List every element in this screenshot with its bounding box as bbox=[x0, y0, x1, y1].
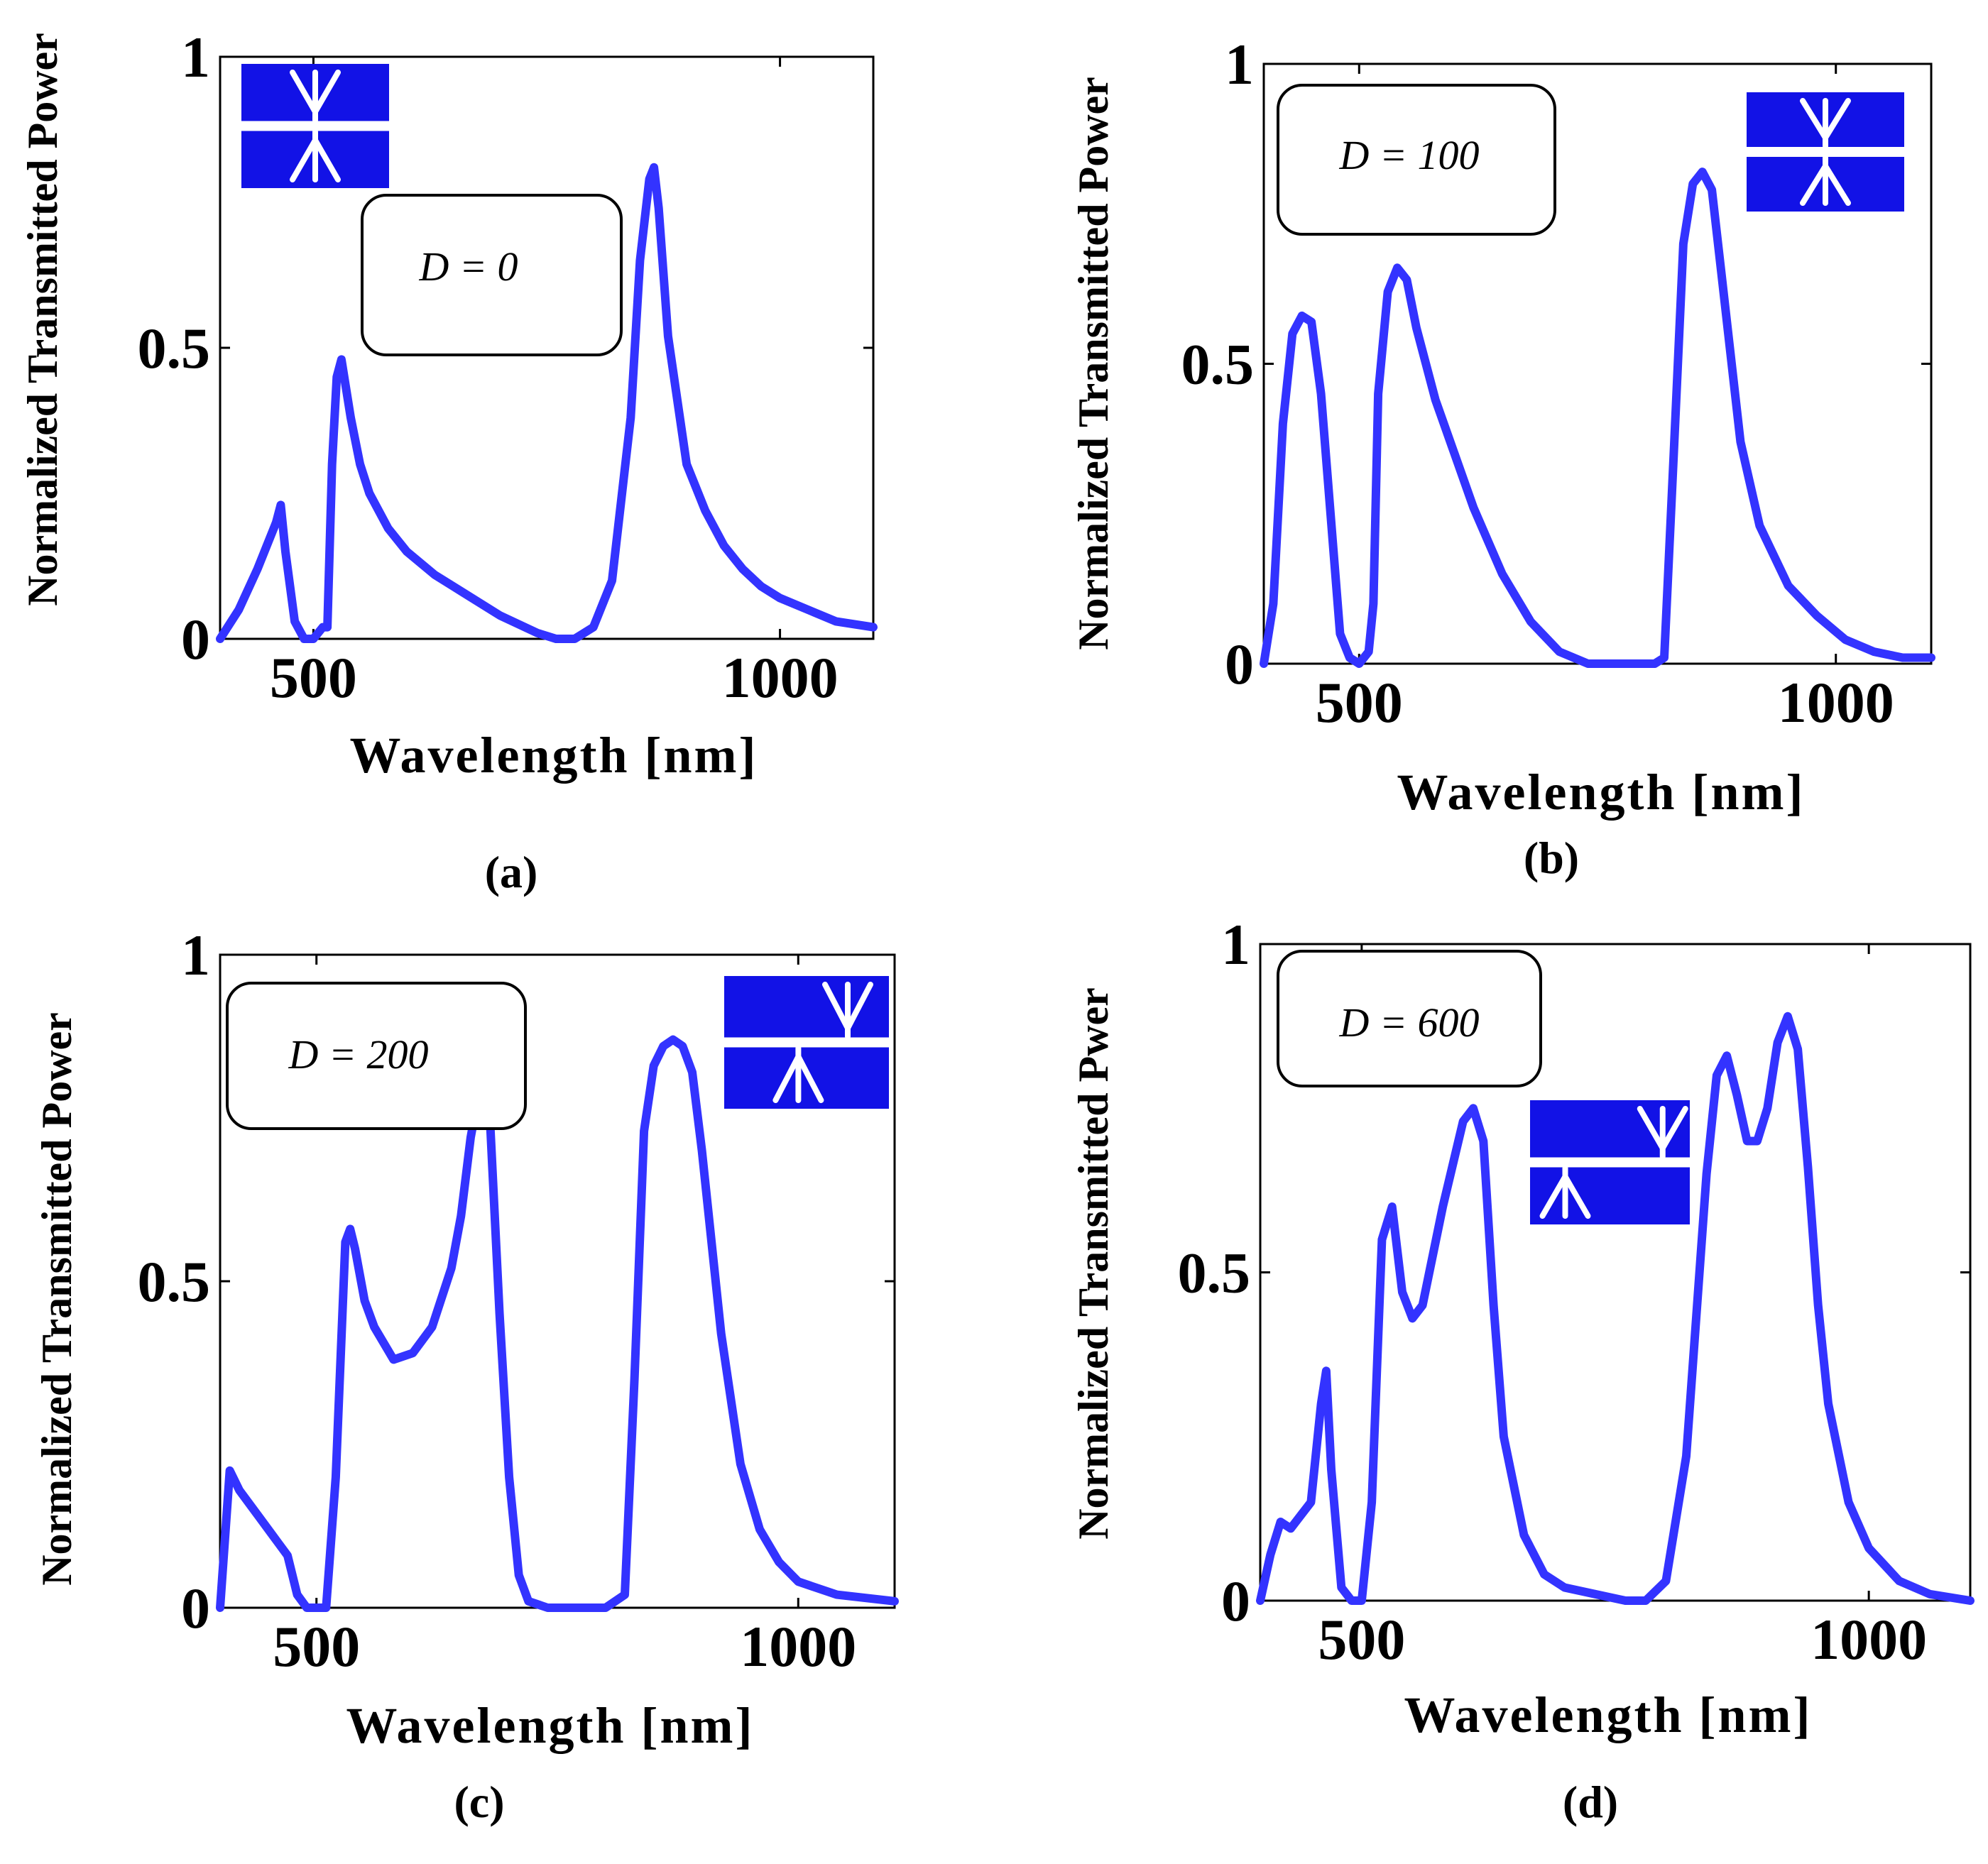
panel-label: (d) bbox=[1563, 1777, 1618, 1827]
x-tick-label: 1000 bbox=[1810, 1607, 1927, 1672]
y-tick-label: 1 bbox=[181, 25, 210, 89]
chart-panel-a: 500 1000 0 0.5 1 Wavelength [nm] Normalized Tr… bbox=[19, 25, 878, 897]
distance-label: D = 0 bbox=[418, 243, 518, 290]
panel-label: (a) bbox=[485, 847, 538, 897]
x-tick-label: 1000 bbox=[740, 1614, 856, 1679]
waveguide-coupler-icon bbox=[241, 64, 389, 188]
chart-panel-d: 500 1000 0 0.5 1 Wavelength [nm] Normalized Tr… bbox=[1070, 912, 1975, 1827]
waveguide-coupler-icon bbox=[724, 976, 889, 1109]
y-axis-label: Normalized Transmitted Power bbox=[33, 1012, 80, 1586]
panel-label: (c) bbox=[454, 1777, 504, 1827]
y-tick-label: 0.5 bbox=[1178, 1241, 1251, 1305]
x-tick-label: 500 bbox=[273, 1614, 360, 1679]
annotation-box bbox=[1277, 84, 1556, 236]
y-axis-label: Normalized Transmitted Power bbox=[1070, 77, 1117, 650]
x-tick-label: 500 bbox=[1316, 670, 1403, 735]
distance-label: D = 200 bbox=[288, 1031, 428, 1078]
series-line bbox=[1260, 168, 1935, 668]
y-tick-label: 1 bbox=[1221, 912, 1250, 977]
series-line bbox=[216, 163, 878, 643]
chart-panel-b: 500 1000 0 0.5 1 Wavelength [nm] Normalized Tr… bbox=[1070, 32, 1935, 883]
y-tick-label: 1 bbox=[181, 923, 210, 987]
x-tick-label: 500 bbox=[270, 645, 357, 710]
y-tick-label: 1 bbox=[1225, 32, 1254, 97]
waveguide-coupler-icon bbox=[1530, 1100, 1690, 1224]
annotation-box bbox=[226, 982, 527, 1130]
y-tick-label: 0 bbox=[1221, 1569, 1250, 1633]
panel-label: (b) bbox=[1524, 833, 1579, 883]
y-tick-label: 0.5 bbox=[138, 1249, 211, 1314]
x-tick-label: 1000 bbox=[722, 645, 839, 710]
x-axis-label: Wavelength [nm] bbox=[350, 727, 758, 784]
waveguide-coupler-icon bbox=[1747, 92, 1904, 212]
y-tick-label: 0 bbox=[1225, 632, 1254, 696]
x-axis-label: Wavelength [nm] bbox=[1397, 764, 1806, 821]
annotation-box bbox=[1277, 950, 1542, 1087]
y-tick-label: 0 bbox=[181, 607, 210, 671]
y-tick-label: 0.5 bbox=[1181, 332, 1255, 397]
y-axis-label: Normalized Transmitted Pwer bbox=[1070, 987, 1117, 1540]
y-tick-label: 0.5 bbox=[138, 316, 211, 380]
x-tick-label: 500 bbox=[1318, 1607, 1405, 1672]
series-line bbox=[1256, 1012, 1975, 1605]
y-tick-label: 0 bbox=[181, 1576, 210, 1640]
distance-label: D = 600 bbox=[1338, 999, 1479, 1046]
x-axis-label: Wavelength [nm] bbox=[1404, 1687, 1813, 1743]
x-axis-label: Wavelength [nm] bbox=[346, 1697, 755, 1754]
distance-label: D = 100 bbox=[1338, 132, 1479, 178]
annotation-box bbox=[361, 194, 623, 356]
chart-panel-c: 500 1000 0 0.5 1 Wavelength [nm] Normalized Tr… bbox=[33, 923, 899, 1827]
x-tick-label: 1000 bbox=[1778, 670, 1894, 735]
y-axis-label: Normalized Transmitted Power bbox=[19, 33, 66, 606]
